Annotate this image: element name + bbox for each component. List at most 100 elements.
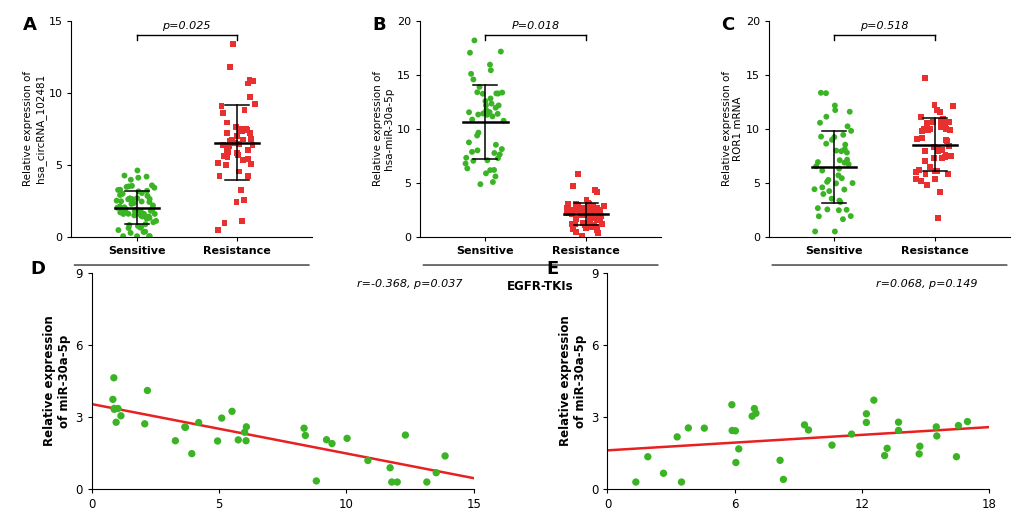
Point (913, 127, 929, 135)
Point (695, 424, 711, 432)
Point (110, 226, 126, 234)
Point (839, 122, 855, 130)
Point (123, 182, 140, 190)
Point (817, 89, 834, 97)
Point (121, 195, 138, 203)
Point (462, 48, 478, 57)
Point (916, 157, 932, 165)
Point (827, 146, 844, 154)
Y-axis label: Relative expression of
ROR1 mRNA: Relative expression of ROR1 mRNA (721, 71, 743, 186)
Point (928, 167, 945, 175)
Point (841, 108, 857, 116)
Point (110, 186, 126, 194)
Text: A: A (23, 16, 37, 35)
Point (489, 154, 505, 162)
Y-axis label: Relative expression
of miR-30a-5p: Relative expression of miR-30a-5p (43, 316, 71, 447)
Point (247, 100, 263, 108)
Point (595, 202, 611, 210)
Point (436, 452, 452, 460)
Point (242, 76, 258, 84)
Point (825, 101, 842, 110)
Point (388, 478, 405, 486)
Point (233, 216, 250, 225)
Point (245, 77, 261, 85)
Point (229, 132, 246, 140)
Point (938, 136, 955, 145)
Point (146, 184, 162, 192)
Point (806, 227, 822, 235)
Point (586, 186, 602, 194)
Point (239, 146, 256, 154)
Point (114, 205, 130, 214)
Point (830, 156, 847, 164)
Point (570, 169, 586, 178)
Point (948, 453, 964, 461)
Point (428, 469, 444, 477)
Point (479, 156, 495, 164)
Point (139, 173, 155, 181)
Point (730, 445, 746, 453)
Point (338, 434, 355, 442)
Point (230, 436, 247, 444)
Point (140, 192, 156, 200)
Point (931, 117, 948, 125)
Point (578, 195, 594, 203)
Point (911, 442, 927, 451)
Point (940, 142, 956, 150)
Point (495, 116, 512, 125)
Point (234, 156, 251, 164)
Point (558, 208, 575, 216)
Point (936, 153, 953, 162)
Point (925, 143, 942, 151)
Point (579, 199, 595, 207)
Point (219, 147, 235, 155)
Point (128, 205, 145, 214)
Text: p=0.518: p=0.518 (859, 22, 908, 31)
Point (324, 439, 340, 448)
Point (916, 147, 932, 155)
Point (139, 186, 155, 195)
Point (110, 404, 126, 413)
Point (796, 421, 812, 429)
Point (558, 209, 575, 217)
Point (818, 205, 835, 214)
Point (459, 164, 475, 173)
Point (568, 228, 584, 236)
Point (481, 61, 497, 69)
Point (929, 214, 946, 222)
Point (840, 160, 856, 168)
Point (934, 115, 951, 124)
Point (723, 401, 740, 409)
Point (588, 214, 604, 222)
Point (915, 125, 931, 133)
Point (118, 183, 135, 191)
Point (216, 219, 232, 228)
Point (568, 215, 584, 223)
Point (590, 208, 606, 216)
Point (238, 126, 255, 134)
Point (582, 221, 598, 229)
Point (216, 152, 232, 161)
Point (591, 216, 607, 224)
Point (771, 456, 788, 465)
Point (230, 140, 247, 148)
Point (130, 187, 147, 196)
Point (491, 150, 507, 159)
Point (493, 89, 510, 97)
Point (836, 159, 852, 167)
Point (140, 213, 156, 221)
Point (229, 151, 246, 159)
Point (807, 162, 823, 170)
Point (576, 211, 592, 219)
Point (147, 210, 163, 218)
Text: p=0.025: p=0.025 (162, 22, 211, 31)
Point (810, 212, 826, 220)
Point (836, 145, 852, 153)
Point (113, 411, 129, 420)
Point (221, 63, 237, 71)
Point (108, 197, 124, 205)
Point (113, 197, 129, 205)
Point (680, 424, 696, 432)
Point (919, 126, 935, 134)
Point (479, 111, 495, 119)
